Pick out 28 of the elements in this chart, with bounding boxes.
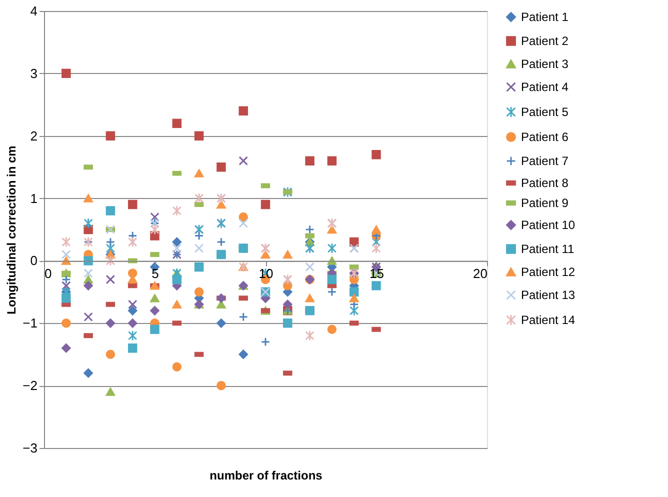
y-axis-title: Longitudinal correction in cm xyxy=(4,146,19,314)
legend-label: Patient 7 xyxy=(521,154,569,168)
y-tick-label: −3 xyxy=(22,440,38,456)
legend-label: Patient 10 xyxy=(521,218,576,232)
y-tick-label: −1 xyxy=(22,316,38,331)
legend-label: Patient 13 xyxy=(521,288,576,302)
x-tick-label: 15 xyxy=(370,266,384,282)
legend-label: Patient 8 xyxy=(521,176,569,190)
legend-label: Patient 5 xyxy=(521,105,569,119)
legend-label: Patient 3 xyxy=(521,57,569,71)
legend-label: Patient 2 xyxy=(521,34,569,48)
y-tick-label: 3 xyxy=(30,66,38,81)
legend-label: Patient 11 xyxy=(521,242,574,256)
x-axis-title: number of fractions xyxy=(210,468,323,482)
legend-label: Patient 4 xyxy=(521,80,569,94)
y-tick-label: 2 xyxy=(30,128,38,144)
y-tick-label: 0 xyxy=(30,253,38,268)
y-tick-label: −2 xyxy=(22,378,38,394)
legend-label: Patient 9 xyxy=(521,196,569,210)
x-tick-label: 20 xyxy=(473,266,488,282)
legend-label: Patient 14 xyxy=(521,313,576,327)
y-tick-label: 1 xyxy=(30,190,38,206)
legend-label: Patient 6 xyxy=(521,130,569,144)
legend-label: Patient 1 xyxy=(521,10,569,24)
legend-label: Patient 12 xyxy=(521,265,576,279)
x-tick-label: 0 xyxy=(44,266,52,282)
y-tick-label: 4 xyxy=(30,4,38,18)
x-tick-label: 5 xyxy=(152,266,159,282)
